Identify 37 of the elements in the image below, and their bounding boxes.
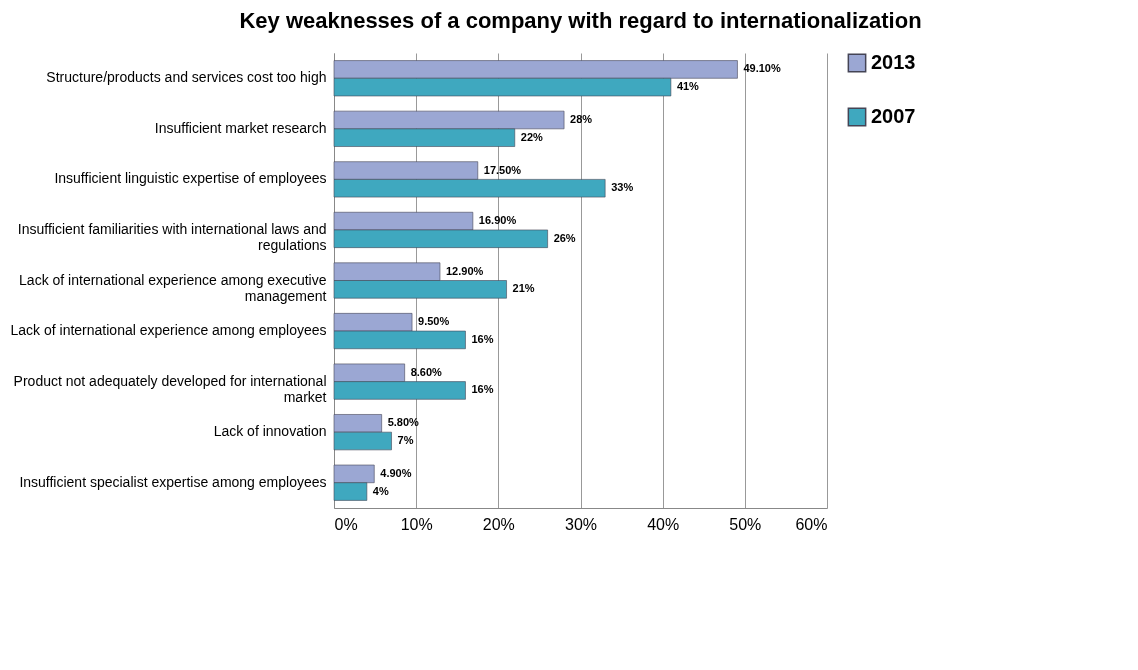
data-label: 16%: [471, 383, 494, 396]
y-tick-label: Lack of international experience among executive management: [19, 271, 327, 304]
y-tick-label: Lack of international experience among employees: [10, 322, 327, 339]
y-tick-label: Insufficient specialist expertise among employees: [19, 473, 327, 490]
data-label: 21%: [512, 282, 535, 295]
chart-title: Key weaknesses of a company with regard to internationalization: [239, 8, 922, 33]
data-label: 22%: [520, 130, 543, 143]
y-tick-label: Insufficient familiarities with international laws and regulations: [17, 220, 327, 253]
y-tick-label: Lack of innovation: [213, 423, 327, 440]
data-label: 4.90%: [380, 466, 412, 479]
x-tick-label: 30%: [564, 515, 598, 533]
x-tick-label: 60%: [795, 515, 828, 533]
data-label: 5.80%: [387, 416, 420, 429]
data-label: 26%: [553, 231, 576, 244]
y-tick-label: Insufficient market research: [154, 119, 327, 136]
data-label: 28%: [570, 112, 593, 125]
data-label: 49.10%: [743, 62, 781, 75]
legend-label: 2013: [871, 51, 916, 73]
data-label: 33%: [611, 181, 634, 194]
data-label: 7%: [397, 434, 414, 447]
data-label: 41%: [676, 80, 700, 93]
x-tick-label: 40%: [647, 515, 680, 533]
y-tick-label: Insufficient linguistic expertise of employees: [54, 170, 327, 187]
data-label: 9.50%: [418, 315, 450, 328]
data-label: 17.50%: [483, 163, 522, 176]
data-label: 16.90%: [478, 214, 517, 227]
x-tick-label: 0%: [334, 515, 358, 533]
data-label: 12.90%: [445, 264, 484, 277]
x-tick-label: 20%: [482, 515, 515, 533]
y-tick-label: Structure/products and services cost too high: [46, 69, 327, 86]
data-label: 8.60%: [410, 365, 443, 378]
x-tick-label: 10%: [400, 515, 433, 533]
data-label: 16%: [471, 332, 494, 345]
data-label: 4%: [372, 484, 389, 497]
y-tick-label: Product not adequately developed for international market: [13, 372, 327, 405]
x-tick-label: 50%: [729, 515, 762, 533]
legend-label: 2007: [871, 105, 916, 127]
